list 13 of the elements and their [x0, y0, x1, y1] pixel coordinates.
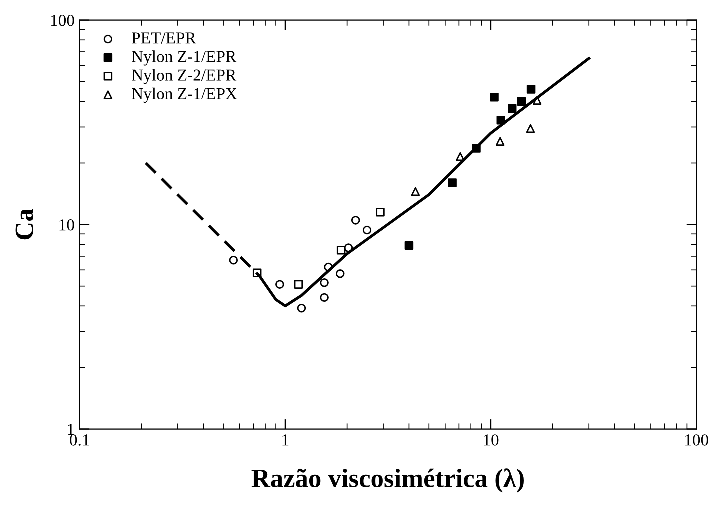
- y-tick-label: 100: [51, 15, 74, 26]
- legend-label: Nylon Z-1/EPR: [132, 50, 237, 66]
- x-tick-label: 100: [686, 434, 708, 446]
- y-axis-title: Ca: [16, 209, 34, 240]
- legend-label: Nylon Z-2/EPR: [132, 69, 237, 84]
- x-axis-title: Razão viscosimétrica (λ): [252, 468, 524, 493]
- legend-label: PET/EPR: [132, 32, 196, 44]
- x-tick-label: 0.1: [70, 434, 90, 446]
- x-tick-label: 10: [484, 434, 499, 446]
- y-tick-label: 10: [60, 219, 74, 231]
- y-tick-label: 1: [68, 424, 74, 436]
- legend-label: Nylon Z-1/EPX: [132, 88, 238, 103]
- x-tick-label: 1: [282, 434, 289, 446]
